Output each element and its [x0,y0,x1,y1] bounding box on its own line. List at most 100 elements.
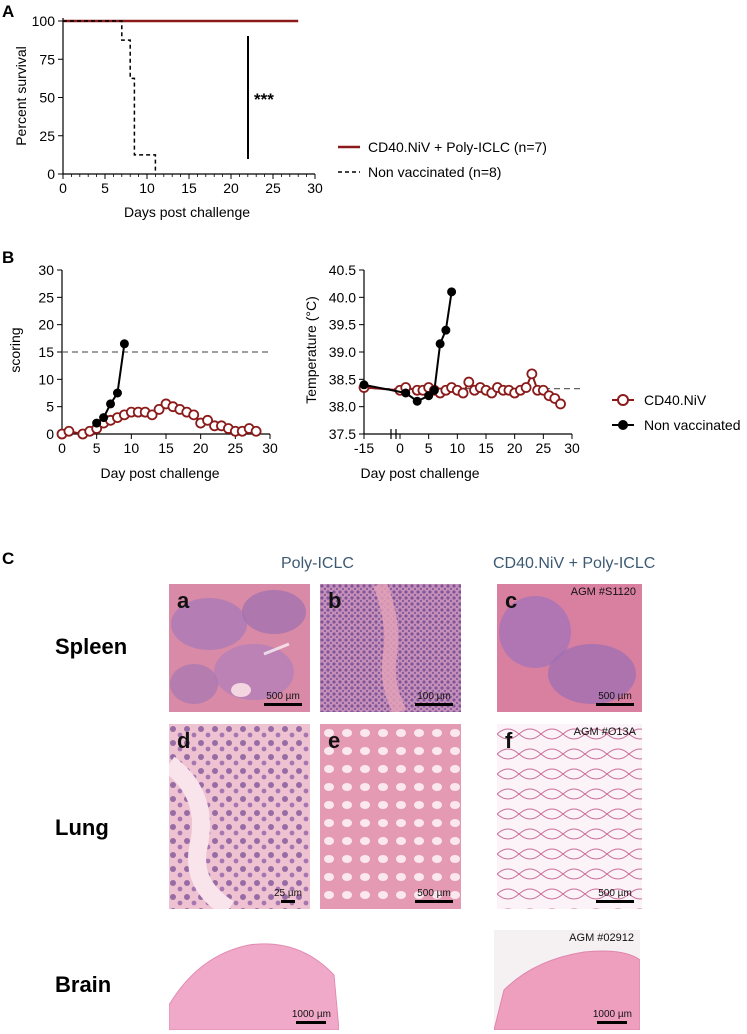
scoring-y-tick-label: 15 [38,344,54,360]
scale-bar-brain-cd40: 1000 µm [593,1009,632,1024]
temperature-y-tick-label: 39.0 [329,344,356,360]
row-label-brain: Brain [55,972,112,997]
temperature-y-axis-label: Temperature (°C) [303,296,319,404]
panel-label-b: B [2,248,15,267]
scoring-point-cd40 [250,425,262,437]
scoring-x-tick-label: 25 [228,440,244,456]
scoring-y-tick-label: 5 [46,399,54,415]
survival-y-tick-label: 50 [39,90,55,106]
temperature-legend: CD40.NiV Non vaccinated [612,392,741,433]
temperature-y-tick-label: 38.0 [329,399,356,415]
temperature-point-nonvax [429,385,439,395]
scoring-x-tick-label: 5 [93,440,101,456]
histology-image-b: b 100 µm [320,584,461,712]
survival-x-tick-label: 30 [307,180,323,196]
temperature-y-tick-label: 40.5 [329,262,356,278]
scoring-point-nonvax [92,418,102,428]
scoring-point-cd40 [153,403,165,415]
survival-y-tick-label: 75 [39,51,55,67]
scoring-point-cd40 [188,409,200,421]
scoring-point-cd40 [202,414,214,426]
temperature-y-tick-label: 39.5 [329,317,356,333]
scoring-x-tick-label: 10 [124,440,140,456]
temperature-point-nonvax [412,396,422,406]
scoring-point-nonvax [119,339,129,349]
scoring-series-nonvax [96,343,126,424]
scoring-point-nonvax [106,399,116,409]
survival-series-nonvax [63,20,157,174]
survival-x-tick-label: 5 [101,180,109,196]
column-title-poly-iclc: Poly-ICLC [281,555,354,572]
scoring-chart: 0 5 10 15 20 25 30 0 5 10 15 20 25 30 Day post challe… [7,262,278,481]
scoring-y-tick-label: 25 [38,289,54,305]
temperature-y-tick-label: 37.5 [329,426,356,442]
row-label-lung: Lung [55,815,109,840]
survival-y-tick-label: 0 [47,166,55,182]
scoring-y-tick-label: 0 [46,426,54,442]
histology-image-c: c AGM #S1120 500 µm [497,584,642,712]
survival-x-tick-label: 25 [265,180,281,196]
temperature-point-nonvax [401,388,411,398]
temperature-point-nonvax [424,391,434,401]
temperature-point-cd40 [520,382,532,393]
column-title-cd40-poly-iclc: CD40.NiV + Poly-ICLC [493,555,656,572]
temperature-x-tick-label: -15 [354,440,374,456]
survival-x-tick-label: 10 [139,180,155,196]
histology-letter-b: b [328,588,342,613]
temperature-y-tick-label: 38.5 [329,371,356,387]
legend-label-cd40: CD40.NiV + Poly-ICLC (n=7) [368,139,547,155]
scale-bar-brain-poly: 1000 µm [292,1009,331,1024]
temperature-point-cd40 [457,387,469,399]
survival-x-tick-label: 15 [181,180,197,196]
histology-letter-c: c [505,588,518,613]
agm-id-spleen: AGM #S1120 [570,586,636,598]
histology-letter-d: d [177,728,191,753]
lung-tissue-f [497,724,642,909]
histology-image-brain-poly: 1000 µm [169,930,339,1030]
scoring-x-tick-label: 15 [158,440,174,456]
temperature-x-tick-label: 25 [536,440,552,456]
survival-legend: CD40.NiV + Poly-ICLC (n=7) Non vaccinate… [338,139,547,180]
legend-swatch-nonvax-marker [618,420,628,430]
histology-letter-f: f [505,728,513,753]
scoring-x-axis-label: Day post challenge [100,465,219,481]
spleen-tissue-a [169,584,310,712]
temperature-x-tick-label: 0 [396,440,404,456]
scoring-point-cd40 [146,409,158,421]
panel-label-a: A [2,2,15,21]
significance-stars: *** [254,90,274,109]
lung-tissue-e [320,724,461,909]
scoring-y-tick-label: 30 [38,262,54,278]
histology-image-e: e 500 µm [320,724,461,909]
histology-letter-e: e [328,728,341,753]
temperature-point-nonvax [441,325,451,335]
spleen-tissue-b [320,584,461,712]
temperature-y-tick-label: 40.0 [329,289,356,305]
histology-letter-a: a [177,588,190,613]
brain-tissue-cd40 [494,930,640,1030]
scale-bar-a: 500 µm [264,691,302,706]
scale-bar-b: 100 µm [415,691,453,706]
scoring-x-tick-label: 0 [58,440,66,456]
panel-label-c: C [2,549,15,568]
scoring-y-axis-label: scoring [7,327,23,372]
temperature-x-tick-label: 5 [425,440,433,456]
legend-swatch-cd40-marker [617,394,629,406]
brain-tissue-poly [169,943,339,1030]
survival-x-tick-label: 20 [223,180,239,196]
scoring-x-tick-label: 30 [262,440,278,456]
temperature-point-nonvax [435,339,445,349]
temperature-point-cd40 [463,376,475,388]
histology-image-f: f AGM #O13A 500 µm [497,724,642,909]
temperature-point-nonvax [359,380,369,390]
scoring-point-nonvax [112,388,122,398]
temperature-x-axis-label: Day post challenge [360,465,479,481]
scale-bar-c: 500 µm [596,691,634,706]
survival-x-axis-label: Days post challenge [124,204,250,220]
survival-y-tick-label: 25 [39,128,55,144]
scale-bar-f: 500 µm [596,888,634,903]
scoring-x-tick-label: 20 [193,440,209,456]
survival-chart: 0 5 10 15 20 25 30 0 25 50 75 100 *** Days post cha… [13,13,547,220]
scale-bar-d: 25 µm [274,888,302,903]
lung-tissue-d [169,724,310,909]
